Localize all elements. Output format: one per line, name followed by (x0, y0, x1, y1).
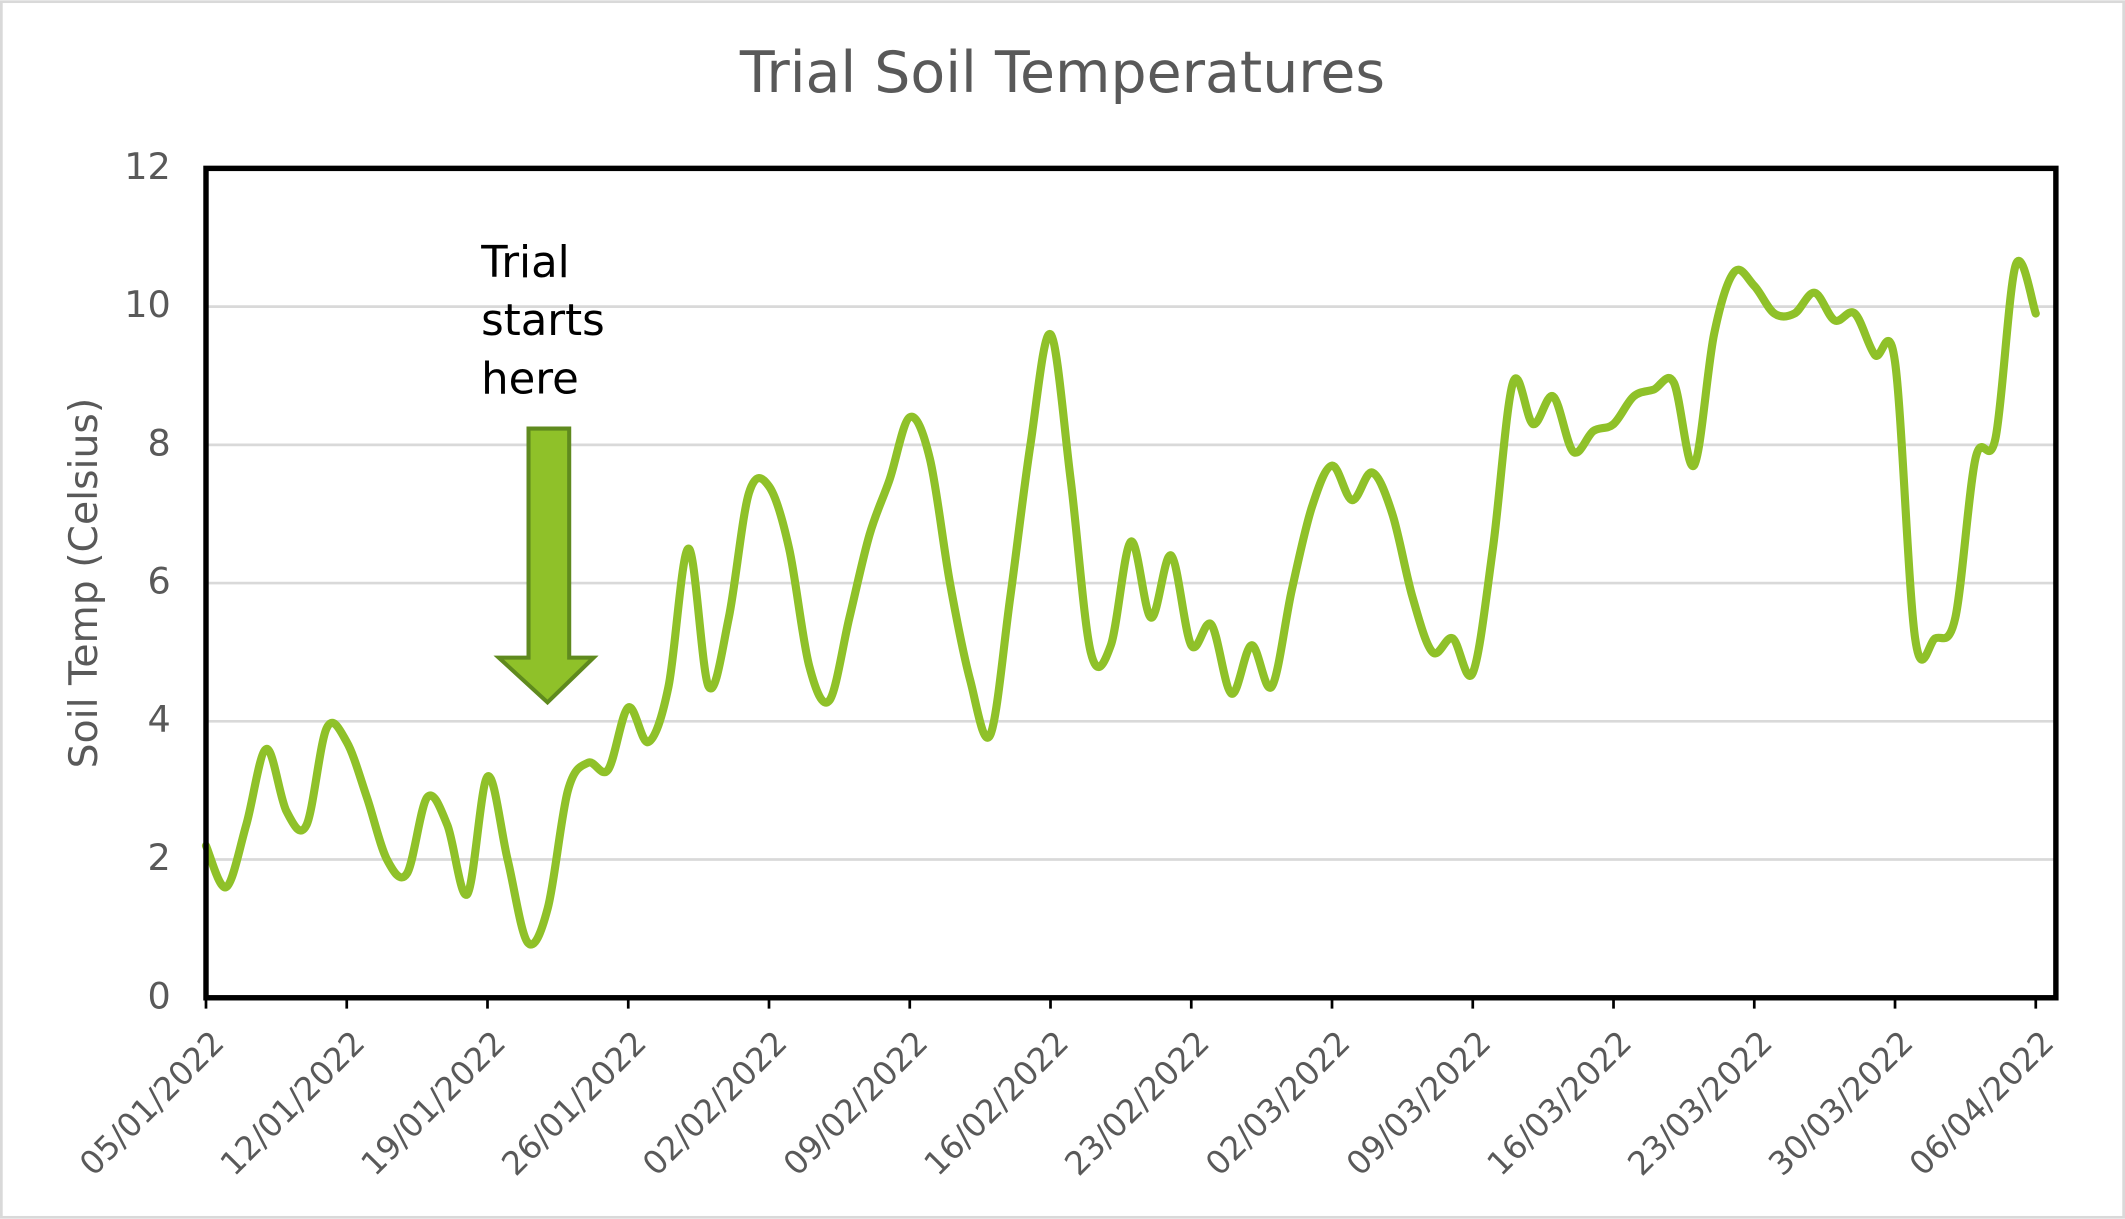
y-tick-label: 6 (147, 560, 170, 603)
y-tick-label: 2 (147, 836, 170, 879)
plot-border (203, 165, 2059, 1001)
annotation-text: Trial starts here (481, 236, 605, 405)
line-series (201, 257, 2040, 949)
y-tick-label: 0 (147, 974, 170, 1017)
y-tick-label: 4 (147, 698, 170, 741)
y-tick-label: 8 (147, 421, 170, 464)
y-tick-label: 12 (124, 145, 171, 188)
annotation: Trial starts here (481, 236, 605, 405)
y-tick-label: 10 (124, 283, 171, 326)
chart-title: Trial Soil Temperatures (739, 40, 1385, 106)
arrow (493, 426, 599, 706)
y-axis-title: Soil Temp (Celsius) (62, 398, 107, 768)
